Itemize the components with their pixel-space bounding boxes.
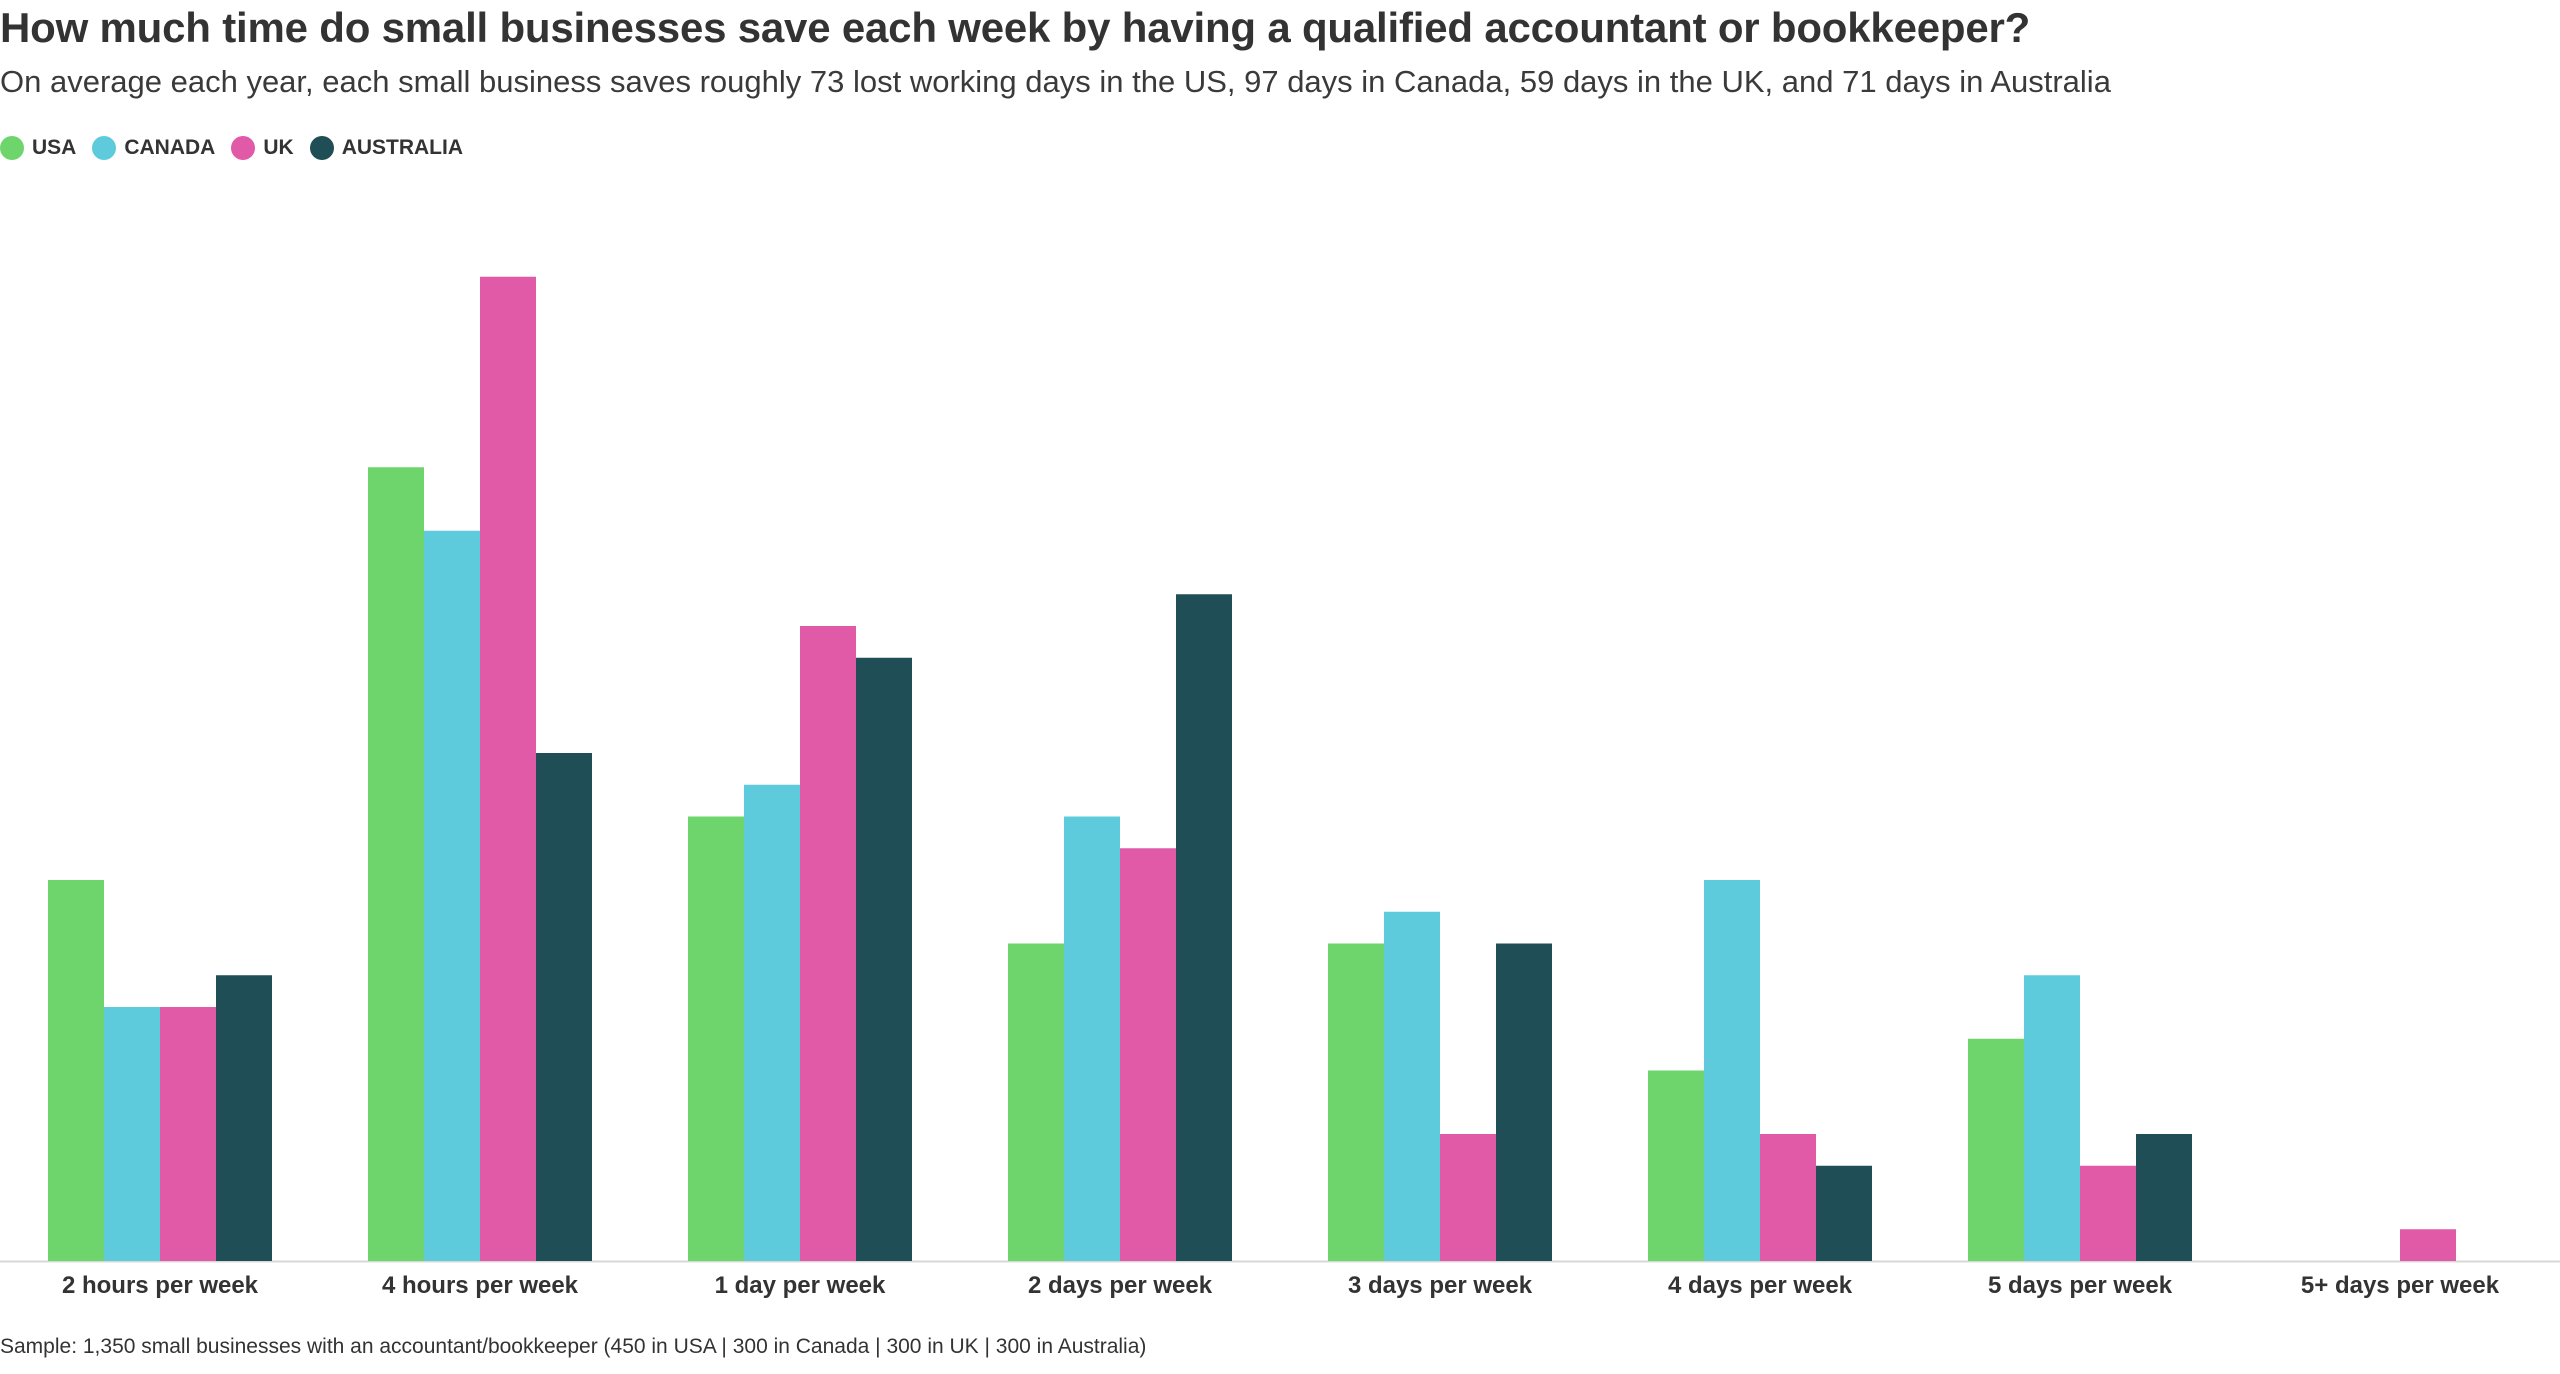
- legend-swatch: [0, 136, 24, 160]
- bar-canada-4: [1384, 911, 1440, 1261]
- bar-usa-1: [368, 467, 424, 1261]
- x-tick-label: 3 days per week: [1348, 1272, 1533, 1299]
- bar-uk-5: [1760, 1134, 1816, 1261]
- x-tick-label: 1 day per week: [715, 1272, 886, 1299]
- legend-label: USA: [32, 136, 77, 159]
- bar-canada-3: [1064, 816, 1120, 1261]
- legend-swatch: [231, 136, 256, 160]
- bar-australia-6: [2136, 1134, 2192, 1261]
- bar-australia-4: [1496, 943, 1552, 1261]
- x-tick-label: 5 days per week: [1988, 1272, 2173, 1299]
- legend: USA CANADA UK AUSTRALIA: [0, 136, 463, 160]
- bar-canada-5: [1704, 880, 1760, 1261]
- bar-usa-0: [48, 880, 104, 1261]
- bar-usa-3: [1008, 943, 1064, 1261]
- bar-usa-6: [1968, 1038, 2024, 1261]
- legend-item-usa: USA: [0, 136, 76, 160]
- bar-australia-1: [536, 753, 592, 1261]
- legend-label: UK: [263, 136, 294, 159]
- bar-usa-5: [1648, 1070, 1704, 1261]
- legend-item-canada: CANADA: [92, 136, 215, 160]
- x-tick-label: 4 days per week: [1668, 1272, 1853, 1299]
- bar-canada-2: [744, 784, 800, 1261]
- bar-canada-0: [104, 1007, 160, 1261]
- x-tick-label: 2 hours per week: [62, 1272, 259, 1299]
- legend-swatch: [92, 136, 117, 160]
- chart-footnote: Sample: 1,350 small businesses with an a…: [0, 1335, 1147, 1358]
- legend-label: CANADA: [124, 136, 216, 159]
- legend-label: AUSTRALIA: [341, 136, 464, 159]
- bar-canada-6: [2024, 975, 2080, 1261]
- bar-uk-4: [1440, 1134, 1496, 1261]
- bar-uk-6: [2080, 1165, 2136, 1261]
- bar-usa-2: [688, 816, 744, 1261]
- legend-swatch: [309, 136, 334, 160]
- bar-usa-4: [1328, 943, 1384, 1261]
- bar-australia-0: [216, 975, 272, 1261]
- legend-item-uk: UK: [231, 136, 294, 160]
- bar-canada-1: [424, 530, 480, 1261]
- bar-uk-7: [2400, 1229, 2456, 1261]
- chart-subtitle: On average each year, each small busines…: [0, 64, 2111, 99]
- bar-uk-3: [1120, 848, 1176, 1261]
- bar-australia-5: [1816, 1165, 1872, 1261]
- chart-title: How much time do small businesses save e…: [0, 4, 2031, 51]
- x-tick-label: 4 hours per week: [382, 1272, 579, 1299]
- bar-australia-2: [856, 657, 912, 1261]
- bar-australia-3: [1176, 594, 1232, 1261]
- legend-item-australia: AUSTRALIA: [309, 136, 464, 160]
- bar-uk-1: [480, 276, 536, 1261]
- x-tick-label: 5+ days per week: [2301, 1272, 2500, 1299]
- x-tick-label: 2 days per week: [1028, 1272, 1213, 1299]
- bar-uk-0: [160, 1007, 216, 1261]
- bar-uk-2: [800, 626, 856, 1261]
